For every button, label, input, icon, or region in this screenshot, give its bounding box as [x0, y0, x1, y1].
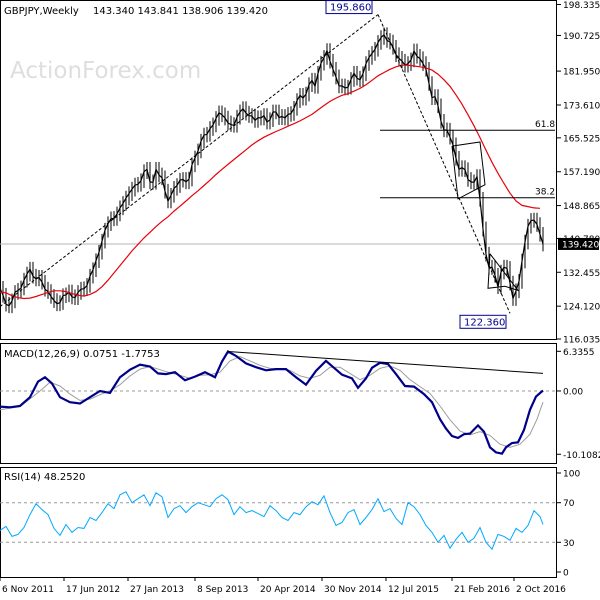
macd-tick-label: -10.1082 [563, 451, 600, 461]
x-tick-label: 30 Nov 2014 [324, 585, 382, 595]
rsi-tick-label: 100 [563, 470, 580, 480]
x-tick-label: 12 Jul 2015 [388, 585, 439, 595]
ohlc-label: 143.340 143.841 138.906 139.420 [93, 6, 268, 17]
price-tick-label: 181.950 [563, 68, 600, 78]
x-tick-label: 17 Jun 2012 [66, 585, 120, 595]
price-tick-label: 116.035 [563, 336, 600, 346]
macd-trendline [227, 351, 544, 374]
rsi-tick-label: 0 [563, 569, 569, 579]
price-label: 122.360 [464, 317, 505, 328]
watermark: ActionForex.com [10, 58, 201, 84]
price-label-box [459, 314, 507, 329]
rsi-tick-label: 70 [563, 499, 575, 509]
macd-tick-label: 0.00 [563, 387, 583, 397]
price-label: 195.860 [330, 3, 371, 14]
price-tick-label: 198.335 [563, 1, 600, 11]
current-price-box [558, 237, 599, 250]
x-tick-label: 6 Nov 2011 [2, 585, 54, 595]
price-close-line [0, 33, 544, 307]
rsi-panel [0, 467, 557, 578]
macd-panel [0, 343, 557, 464]
price-tick-label: 173.610 [563, 102, 600, 112]
symbol-label: GBPJPY,Weekly [4, 6, 79, 17]
macd-title: MACD(12,26,9) 0.0751 -1.7753 [4, 349, 160, 360]
price-tick-label: 190.725 [563, 32, 600, 42]
price-label-box [325, 0, 373, 15]
price-tick-label: 148.865 [563, 202, 600, 212]
x-tick-label: 21 Feb 2016 [454, 585, 510, 595]
rsi-tick-label: 30 [563, 539, 575, 549]
rsi-line [0, 491, 544, 551]
trendline [377, 14, 511, 314]
price-panel [0, 0, 557, 340]
trendline [451, 141, 486, 200]
macd-line [0, 350, 544, 455]
trendline [487, 253, 520, 292]
fib-label: 38.2 [535, 188, 555, 198]
price-tick-label: 124.120 [563, 303, 600, 313]
x-tick-label: 8 Sep 2013 [197, 585, 248, 595]
price-tick-label: 157.190 [563, 168, 600, 178]
x-tick-label: 20 Apr 2014 [260, 585, 316, 595]
macd-tick-label: 6.3355 [563, 348, 595, 358]
current-price-label: 139.420 [562, 240, 599, 250]
x-tick-label: 2 Oct 2016 [516, 585, 566, 595]
x-tick-label: 27 Jan 2013 [130, 585, 184, 595]
price-tick-label: 132.455 [563, 269, 600, 279]
fib-label: 61.8 [535, 120, 555, 130]
rsi-title: RSI(14) 48.2520 [4, 472, 85, 483]
price-tick-label: 165.525 [563, 134, 600, 144]
moving-average-line [0, 64, 541, 300]
